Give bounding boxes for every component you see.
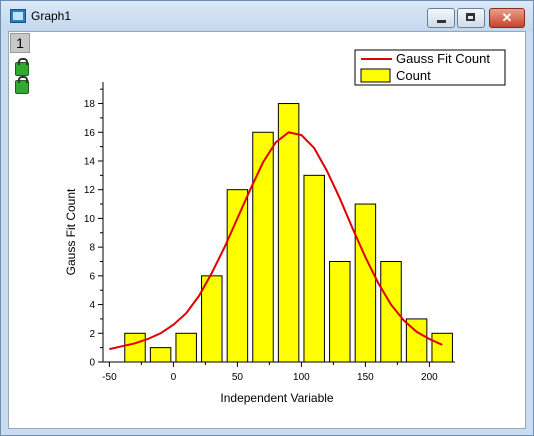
y-tick-label: 14 [84,156,96,167]
x-axis-label: Independent Variable [220,391,334,405]
x-tick-label: 150 [357,372,374,383]
window-title: Graph1 [31,9,72,23]
bar-count [277,103,300,363]
bar-count [201,275,223,363]
graph-page[interactable]: 1 -50 0 50 100 150 200 0 2 4 6 8 10 12 14 16 18 Indepe… [8,31,526,429]
y-tick-label: 6 [89,271,95,282]
x-tick-label: 0 [171,372,177,383]
legend-count-swatch [360,68,391,83]
lock-icon[interactable] [15,76,29,94]
legend-count-label: Count [396,68,431,83]
bar-count [175,332,197,363]
y-tick-label: 12 [84,185,96,196]
bar-count [303,174,325,363]
x-tick-label: 100 [293,372,310,383]
y-tick-label: 0 [89,358,95,369]
y-tick-label: 8 [89,243,95,254]
y-axis-label: Gauss Fit Count [64,188,78,275]
close-icon: ✕ [501,10,513,25]
gauss-fit-line [109,131,443,351]
bar-count [252,131,274,363]
y-tick-label: 2 [89,329,95,340]
bar-count [149,347,172,363]
y-tick-label: 18 [84,99,96,110]
chart[interactable]: -50 0 50 100 150 200 0 2 4 6 8 10 12 14 16 18 Independ… [9,32,525,428]
x-tick-label: -50 [102,372,117,383]
bar-count [431,332,453,363]
x-tick-label: 50 [232,372,244,383]
close-button[interactable]: ✕ [489,8,525,28]
minimize-button[interactable] [427,8,455,28]
legend-fit-label: Gauss Fit Count [396,51,490,66]
bar-count [124,332,146,363]
graph-window-icon[interactable] [10,9,26,23]
layer-tab-1[interactable]: 1 [10,33,30,53]
legend[interactable]: Gauss Fit Count Count [354,49,506,86]
title-bar[interactable]: Graph1 ✕ [1,1,533,31]
bar-count [380,260,402,363]
y-tick-label: 10 [84,214,96,225]
bar-count [329,260,351,363]
bar-count [354,203,377,363]
y-tick-label: 16 [84,128,96,139]
lock-icon[interactable] [15,58,29,76]
bar-count [226,189,249,363]
y-tick-label: 4 [89,300,95,311]
maximize-button[interactable] [457,8,485,28]
x-tick-label: 200 [421,372,438,383]
